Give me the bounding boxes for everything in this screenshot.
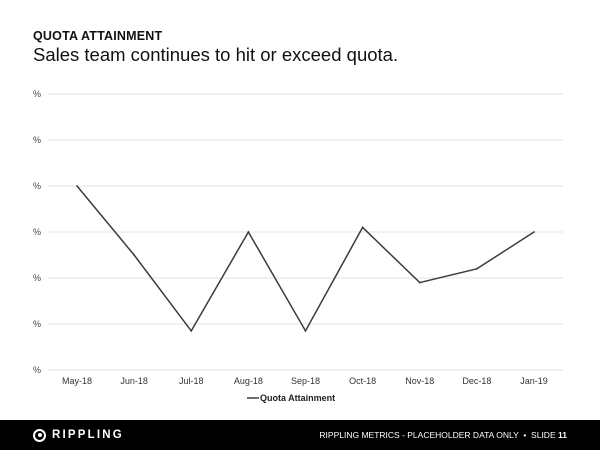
rippling-logo-icon bbox=[33, 428, 46, 442]
y-tick-label: % bbox=[33, 365, 41, 375]
legend-label: Quota Attainment bbox=[260, 393, 335, 403]
y-tick-label: % bbox=[33, 273, 41, 283]
footer-separator: • bbox=[523, 430, 527, 440]
footer-caption-text: RIPPLING METRICS - PLACEHOLDER DATA ONLY bbox=[319, 430, 519, 440]
data-point bbox=[475, 267, 478, 270]
x-tick-label: Nov-18 bbox=[405, 376, 434, 386]
slide-subtitle: Sales team continues to hit or exceed qu… bbox=[33, 44, 399, 65]
data-point bbox=[361, 226, 364, 229]
x-tick-label: Jun-18 bbox=[120, 376, 148, 386]
data-point bbox=[304, 330, 307, 332]
slide-number: 11 bbox=[558, 430, 567, 440]
x-tick-label: Oct-18 bbox=[349, 376, 376, 386]
slide-title: QUOTA ATTAINMENT bbox=[33, 29, 163, 43]
series-line bbox=[76, 185, 535, 333]
y-tick-label: % bbox=[33, 227, 41, 237]
y-tick-label: % bbox=[33, 89, 41, 99]
rippling-logo: RIPPLING bbox=[33, 428, 124, 442]
x-tick-label: Jul-18 bbox=[179, 376, 204, 386]
quota-attainment-chart: %%%%%%% May-18 Jun-18 Jul-18 Aug-18 Sep-18 Oct… bbox=[33, 89, 563, 403]
logo-text: RIPPLING bbox=[52, 429, 124, 441]
data-point bbox=[76, 185, 78, 187]
y-tick-label: % bbox=[33, 319, 41, 329]
footer-slide-label: SLIDE bbox=[531, 430, 556, 440]
x-tick-label: May-18 bbox=[62, 376, 92, 386]
y-tick-label: % bbox=[33, 135, 41, 145]
y-tick-label: % bbox=[33, 181, 41, 191]
x-tick-label: Dec-18 bbox=[462, 376, 491, 386]
footer-bar: RIPPLING RIPPLING METRICS - PLACEHOLDER … bbox=[0, 420, 600, 450]
data-point bbox=[533, 231, 535, 233]
data-point bbox=[133, 254, 136, 256]
x-tick-label: Sep-18 bbox=[291, 376, 320, 386]
data-point bbox=[418, 281, 421, 284]
data-point bbox=[247, 231, 250, 233]
x-tick-label: Aug-18 bbox=[234, 376, 263, 386]
footer-caption: RIPPLING METRICS - PLACEHOLDER DATA ONLY… bbox=[319, 430, 567, 440]
data-point bbox=[190, 330, 193, 332]
x-tick-label: Jan-19 bbox=[520, 376, 548, 386]
